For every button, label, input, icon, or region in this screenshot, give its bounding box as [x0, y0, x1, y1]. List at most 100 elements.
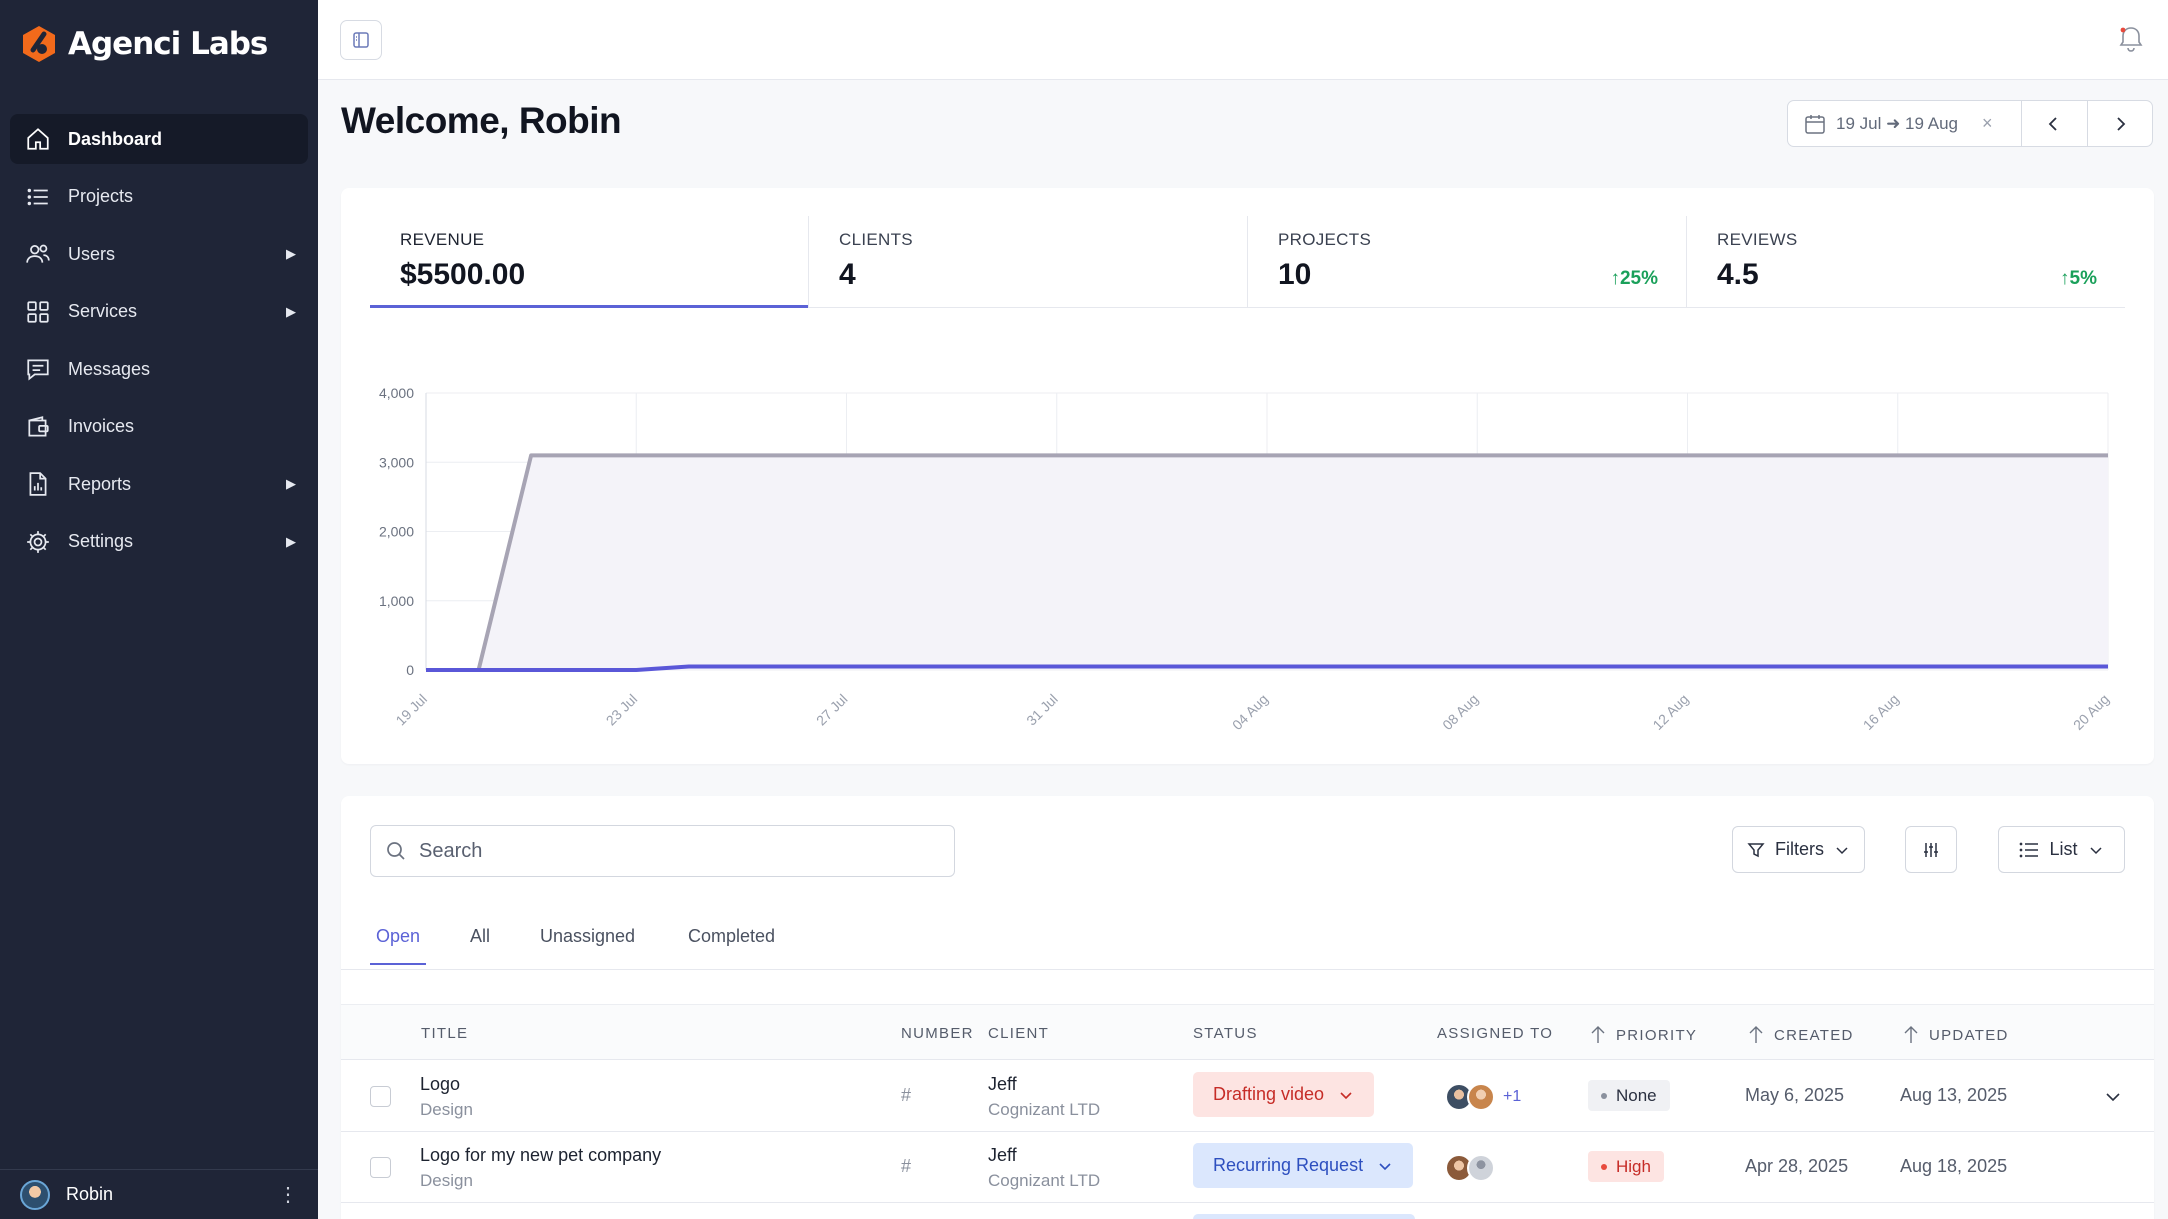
- y-tick-label: 0: [406, 662, 414, 678]
- projects-table-card: Search Filters List Open All Unassigned …: [341, 796, 2154, 1219]
- view-mode-select[interactable]: List: [1998, 826, 2125, 873]
- priority-badge[interactable]: High: [1588, 1151, 1664, 1182]
- avatar-placeholder: [1467, 1154, 1495, 1182]
- sidebar-item-services[interactable]: Services ▶: [10, 287, 308, 337]
- row-title[interactable]: Logo for my new pet company: [420, 1145, 662, 1165]
- x-tick-label: 27 Jul: [813, 691, 851, 729]
- series-line-1: [426, 664, 2108, 672]
- column-client[interactable]: CLIENT: [988, 1025, 1050, 1042]
- sidebar: Agenci Labs Dashboard Projects Users ▶ S…: [0, 0, 318, 1219]
- grid-icon: [24, 298, 52, 326]
- priority-label: High: [1616, 1156, 1651, 1176]
- previous-range-button[interactable]: [2022, 101, 2088, 146]
- topbar: [318, 0, 2168, 80]
- tab-open[interactable]: Open: [370, 926, 427, 965]
- priority-dot: [1601, 1092, 1607, 1099]
- status-dropdown[interactable]: Drafting video: [1193, 1072, 1375, 1117]
- stat-clients[interactable]: CLIENTS 4: [809, 216, 1248, 307]
- column-priority[interactable]: PRIORITY: [1590, 1025, 1697, 1045]
- column-settings-button[interactable]: [1905, 826, 1957, 873]
- table-row[interactable]: [341, 1203, 2154, 1219]
- row-number: #: [901, 1085, 912, 1105]
- search-icon: [387, 842, 405, 860]
- row-created: Apr 28, 2025: [1745, 1156, 1849, 1176]
- column-number[interactable]: NUMBER: [901, 1025, 974, 1042]
- expand-row-icon[interactable]: [2104, 1088, 2122, 1106]
- avatar: [20, 1179, 50, 1210]
- table-row[interactable]: Logo Design # Jeff Cognizant LTD Draftin…: [341, 1061, 2154, 1132]
- stat-projects[interactable]: PROJECTS 10 ↑25%: [1248, 216, 1687, 307]
- column-updated[interactable]: UPDATED: [1903, 1025, 2009, 1045]
- y-tick-label: 3,000: [379, 454, 414, 470]
- search-input[interactable]: Search: [370, 825, 955, 877]
- column-assigned-to[interactable]: ASSIGNED TO: [1437, 1025, 1554, 1042]
- column-created-label: CREATED: [1774, 1026, 1854, 1044]
- filters-button[interactable]: Filters: [1732, 826, 1865, 873]
- date-range-label: 19 Jul ➜ 19 Aug: [1836, 113, 1958, 133]
- sidebar-toggle-button[interactable]: [340, 20, 382, 60]
- user-menu[interactable]: Robin ⋮: [0, 1169, 318, 1219]
- sidebar-item-users[interactable]: Users ▶: [10, 229, 308, 279]
- user-name: Robin: [66, 1184, 114, 1204]
- sidebar-item-label: Reports: [68, 473, 132, 494]
- expand-arrow-icon[interactable]: ▶: [286, 303, 296, 319]
- stat-value: 4.5: [1717, 258, 1759, 291]
- row-checkbox[interactable]: [370, 1086, 391, 1107]
- row-client-cell: Jeff Cognizant LTD: [988, 1145, 1100, 1191]
- assignee-stack[interactable]: [1445, 1154, 1495, 1182]
- stat-value: $5500.00: [400, 258, 526, 291]
- users-icon: [24, 240, 52, 268]
- chevron-left-icon: [2048, 116, 2057, 131]
- sidebar-item-invoices[interactable]: Invoices: [10, 402, 308, 452]
- sidebar-item-settings[interactable]: Settings ▶: [10, 517, 308, 567]
- table-row[interactable]: Logo for my new pet company Design # Jef…: [341, 1132, 2154, 1203]
- tab-unassigned[interactable]: Unassigned: [540, 926, 636, 946]
- priority-badge[interactable]: None: [1588, 1080, 1670, 1111]
- sidebar-item-messages[interactable]: Messages: [10, 344, 308, 394]
- expand-arrow-icon[interactable]: ▶: [286, 533, 296, 549]
- clear-date-icon[interactable]: ×: [1982, 113, 1993, 133]
- date-range-button[interactable]: 19 Jul ➜ 19 Aug ×: [1788, 101, 2022, 146]
- row-title[interactable]: Logo: [420, 1074, 461, 1094]
- sidebar-item-label: Projects: [68, 186, 134, 206]
- search-placeholder: Search: [419, 839, 483, 862]
- tab-completed[interactable]: Completed: [688, 926, 776, 946]
- sidebar-item-dashboard[interactable]: Dashboard: [10, 114, 308, 164]
- date-range-picker: 19 Jul ➜ 19 Aug ×: [1787, 100, 2153, 147]
- gear-icon: [24, 528, 52, 556]
- stats-tabs: REVENUE $5500.00 CLIENTS 4 PROJECTS 10 ↑…: [370, 216, 2125, 308]
- expand-arrow-icon[interactable]: ▶: [286, 246, 296, 261]
- brand[interactable]: Agenci Labs: [20, 24, 268, 64]
- column-priority-label: PRIORITY: [1616, 1026, 1698, 1044]
- chevron-right-icon: [2117, 116, 2126, 131]
- sidebar-item-label: Messages: [68, 358, 151, 379]
- column-status[interactable]: STATUS: [1193, 1025, 1258, 1042]
- next-range-button[interactable]: [2088, 101, 2153, 146]
- sidebar-item-label: Dashboard: [68, 128, 163, 149]
- stat-value: 4: [839, 258, 856, 291]
- status-dropdown[interactable]: [1193, 1214, 1415, 1219]
- status-dropdown[interactable]: Recurring Request: [1193, 1143, 1414, 1188]
- filters-label: Filters: [1775, 839, 1824, 859]
- column-created[interactable]: CREATED: [1748, 1025, 1854, 1045]
- sidebar-item-reports[interactable]: Reports ▶: [10, 459, 308, 509]
- y-tick-label: 2,000: [379, 524, 414, 540]
- tab-all[interactable]: All: [470, 926, 491, 946]
- row-company: Cognizant LTD: [988, 1100, 1101, 1119]
- more-vertical-icon[interactable]: ⋮: [278, 1184, 298, 1206]
- expand-arrow-icon[interactable]: ▶: [286, 476, 296, 491]
- row-updated: Aug 18, 2025: [1900, 1156, 2008, 1176]
- sidebar-item-projects[interactable]: Projects: [10, 172, 308, 222]
- row-checkbox[interactable]: [370, 1157, 391, 1178]
- message-icon: [24, 355, 52, 383]
- sidebar-nav: Dashboard Projects Users ▶ Services ▶ Me…: [10, 114, 308, 574]
- bell-icon[interactable]: [2116, 24, 2146, 54]
- chevron-down-icon: [1379, 1162, 1391, 1170]
- assignee-stack[interactable]: +1: [1445, 1083, 1521, 1111]
- stat-revenue[interactable]: REVENUE $5500.00: [370, 216, 809, 308]
- y-tick-label: 4,000: [379, 385, 414, 401]
- x-tick-label: 04 Aug: [1229, 691, 1271, 733]
- stat-reviews[interactable]: REVIEWS 4.5 ↑5%: [1687, 216, 2125, 307]
- row-updated: Aug 13, 2025: [1900, 1085, 2008, 1105]
- column-title[interactable]: TITLE: [421, 1025, 469, 1042]
